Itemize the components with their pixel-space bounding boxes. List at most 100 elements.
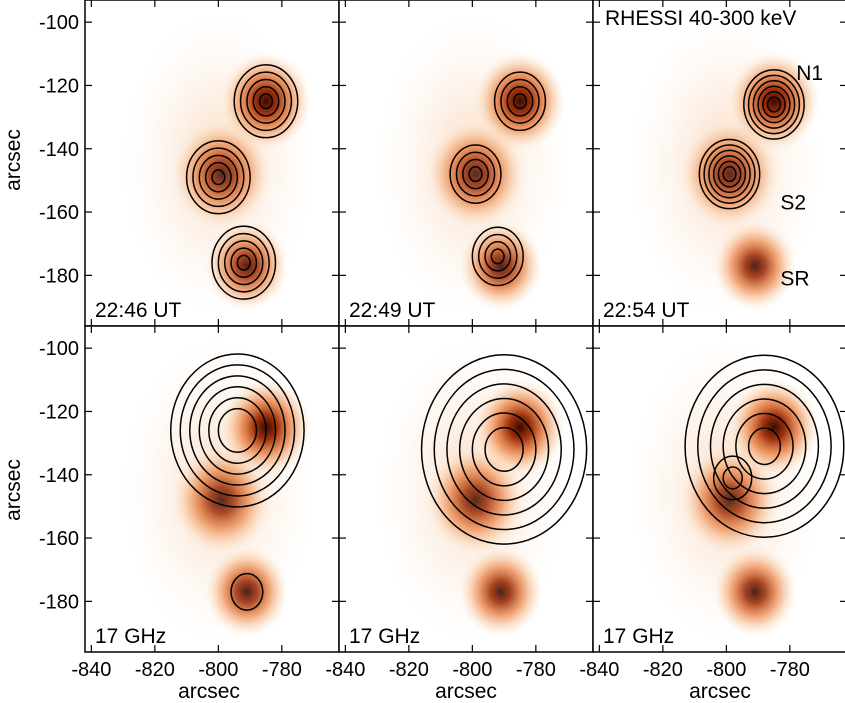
intensity-map bbox=[593, 0, 845, 326]
contour-2-level-3 bbox=[471, 226, 524, 287]
x-axis-label-col-3: arcsec bbox=[689, 680, 751, 703]
contour-1-level-2 bbox=[198, 154, 239, 200]
contour-0-level-2 bbox=[246, 78, 286, 124]
x-tick-label: -780 bbox=[516, 659, 556, 681]
source-label-s2: S2 bbox=[780, 192, 806, 215]
intensity-map bbox=[339, 326, 593, 652]
x-tick-label: -840 bbox=[579, 659, 619, 681]
contour-2-level-2 bbox=[477, 233, 518, 279]
contour-0-level-4 bbox=[433, 368, 575, 531]
source-sr-blob bbox=[459, 220, 543, 312]
source-label-sr: SR bbox=[780, 268, 809, 291]
panel-r1-c1: -100 -120 -140 -160 -180 22:46 UT bbox=[39, 0, 340, 327]
source-sr-blob bbox=[205, 546, 289, 638]
contour-1-level-3 bbox=[708, 149, 751, 199]
panel-r2-c2: -840 -820 -800 -780 17 GHz bbox=[325, 325, 594, 681]
x-tick-label: -800 bbox=[198, 659, 238, 681]
panel-r1-c2: 22:49 UT bbox=[338, 0, 594, 327]
panel-time-label: 17 GHz bbox=[95, 625, 166, 648]
contour-0-level-3 bbox=[493, 71, 547, 132]
panel-time-label: 22:49 UT bbox=[349, 299, 436, 322]
contour-1-level-0 bbox=[722, 166, 737, 183]
y-tick-label: -160 bbox=[39, 202, 79, 224]
y-tick-label: -140 bbox=[39, 139, 79, 161]
panel-time-label: 22:46 UT bbox=[95, 299, 182, 322]
panel-frame bbox=[592, 325, 845, 653]
source-sr-blob bbox=[713, 546, 797, 638]
panel-time-label: 17 GHz bbox=[603, 625, 674, 648]
contour-0-level-0 bbox=[258, 93, 274, 110]
source-sr-blob bbox=[713, 220, 797, 312]
contour-0-level-4 bbox=[747, 74, 801, 135]
y-tick-label: -120 bbox=[39, 401, 79, 423]
contour-2-level-1 bbox=[484, 241, 512, 272]
contour-0-level-1 bbox=[252, 85, 280, 117]
x-tick-label: -820 bbox=[643, 659, 683, 681]
contour-1-level-3 bbox=[449, 144, 502, 204]
source-s2-blob bbox=[425, 120, 526, 228]
intensity-map bbox=[593, 326, 845, 652]
contour-1-level-4 bbox=[703, 144, 756, 204]
contour-1-level-5 bbox=[698, 138, 761, 210]
contour-2-level-3 bbox=[217, 232, 270, 293]
x-axis-label-col-2: arcsec bbox=[435, 680, 497, 703]
contour-0-level-3 bbox=[446, 383, 563, 516]
contour-0-level-2 bbox=[757, 85, 791, 124]
contour-0-level-3 bbox=[189, 375, 286, 486]
y-axis-label-row-1: arcsec bbox=[2, 129, 25, 191]
panel-r2-c1: -100 -120 -140 -160 -180 -840 -820 -800 -780 17 G… bbox=[39, 325, 340, 681]
panel-r2-c3: -840 -820 -800 -780 17 GHz bbox=[579, 325, 845, 681]
y-tick-label: -100 bbox=[39, 12, 79, 34]
contour-1-level-0 bbox=[211, 169, 226, 186]
contour-2-level-2 bbox=[223, 240, 264, 286]
x-tick-label: -780 bbox=[770, 659, 810, 681]
contour-0-level-2 bbox=[500, 78, 540, 124]
y-axis-label-row-2: arcsec bbox=[2, 459, 25, 521]
contour-0-level-4 bbox=[697, 369, 832, 524]
contour-0-level-1 bbox=[762, 90, 786, 118]
contour-0-level-1 bbox=[735, 412, 794, 480]
contour-0-level-4 bbox=[233, 64, 299, 139]
contour-1-level-0 bbox=[230, 572, 264, 611]
contour-2-level-0 bbox=[490, 248, 505, 265]
contour-0-level-2 bbox=[198, 386, 277, 475]
contour-0-level-0 bbox=[512, 93, 528, 110]
contour-0-level-2 bbox=[458, 397, 550, 502]
contour-0-level-5 bbox=[169, 353, 305, 508]
x-tick-label: -840 bbox=[325, 659, 365, 681]
x-tick-label: -800 bbox=[706, 659, 746, 681]
contour-0-level-0 bbox=[217, 407, 258, 454]
axis-labels: arcsec arcsec arcsec arcsec arcsec bbox=[2, 129, 751, 703]
contour-1-level-1 bbox=[717, 160, 742, 188]
source-sr-blob bbox=[205, 220, 289, 312]
contour-0-level-4 bbox=[179, 364, 296, 497]
contour-1-level-3 bbox=[192, 147, 245, 208]
contour-0-level-3 bbox=[752, 80, 796, 129]
contour-0-level-0 bbox=[766, 96, 782, 113]
contour-1-level-1 bbox=[462, 158, 489, 190]
contour-0-level-5 bbox=[420, 354, 588, 545]
source-sr-blob bbox=[459, 546, 543, 638]
panel-grid: -100 -120 -140 -160 -180 22:46 UT 22:49 UT 22:5… bbox=[39, 0, 845, 681]
panel-time-label: 22:54 UT bbox=[603, 299, 690, 322]
source-s2-blob bbox=[679, 120, 780, 228]
contour-0-level-2 bbox=[722, 398, 807, 495]
contour-2-level-1 bbox=[230, 247, 258, 279]
intensity-map bbox=[339, 0, 593, 326]
contour-0-level-0 bbox=[484, 426, 524, 473]
y-tick-label: -120 bbox=[39, 75, 79, 97]
panel-r1-c3: 22:54 UT RHESSI 40-300 keV N1 S2 SR bbox=[592, 0, 845, 327]
x-tick-label: -800 bbox=[452, 659, 492, 681]
contour-1-level-0 bbox=[468, 166, 483, 183]
source-label-n1: N1 bbox=[796, 62, 823, 85]
contour-1-level-4 bbox=[185, 140, 251, 215]
x-tick-label: -780 bbox=[262, 659, 302, 681]
y-tick-label: -180 bbox=[39, 265, 79, 287]
y-tick-label: -140 bbox=[39, 465, 79, 487]
contour-0-level-1 bbox=[506, 85, 534, 117]
contour-1-level-2 bbox=[455, 151, 496, 197]
contour-1-level-2 bbox=[712, 155, 747, 194]
contour-2-level-4 bbox=[211, 225, 277, 300]
source-s2-blob bbox=[171, 120, 272, 228]
